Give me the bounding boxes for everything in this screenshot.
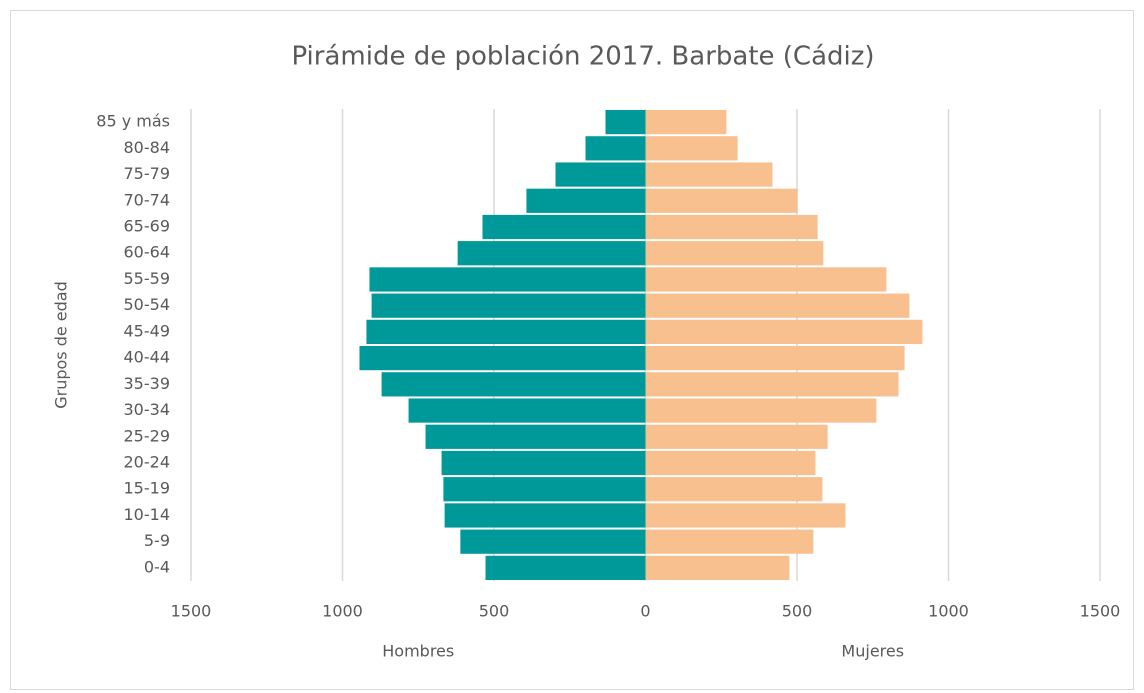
y-tick-label: 15-19 [124, 479, 171, 498]
bar [441, 450, 646, 476]
y-tick-label: 60-64 [124, 243, 171, 262]
y-tick-label: 75-79 [124, 164, 171, 183]
bar [645, 162, 773, 187]
x-tick-label: 1500 [1080, 602, 1121, 621]
bar [645, 188, 798, 213]
y-tick-label: 65-69 [124, 217, 171, 236]
bar [555, 162, 646, 187]
bar [443, 477, 646, 502]
bar [369, 267, 646, 292]
y-tick-label: 25-29 [124, 426, 171, 445]
y-tick-label: 10-14 [124, 505, 171, 524]
bar [645, 214, 818, 240]
bar [585, 136, 646, 161]
bar [645, 450, 816, 476]
bar [381, 372, 646, 397]
y-tick-label: 0-4 [144, 557, 170, 576]
bar [645, 319, 923, 344]
x-tick-label: 0 [640, 602, 650, 621]
y-tick-label: 85 y más [96, 112, 170, 131]
y-tick-label: 35-39 [124, 374, 171, 393]
bar [645, 136, 738, 161]
bar [485, 555, 646, 580]
y-tick-label: 40-44 [124, 348, 171, 367]
y-tick-label: 20-24 [124, 453, 171, 472]
x-tick-label: 1000 [322, 602, 363, 621]
y-tick-label: 5-9 [144, 531, 170, 550]
bar [526, 188, 646, 213]
bar [645, 555, 790, 580]
series-label: Mujeres [841, 642, 904, 661]
bar [425, 424, 646, 449]
y-tick-label: 80-84 [124, 138, 171, 157]
bar [444, 503, 646, 528]
chart-title: Pirámide de población 2017. Barbate (Cád… [291, 42, 874, 72]
bar [482, 214, 646, 240]
bar [645, 110, 727, 135]
bar [645, 346, 905, 371]
bar [460, 529, 646, 554]
y-tick-label: 70-74 [124, 190, 171, 209]
bar [645, 398, 877, 423]
bar [366, 319, 646, 344]
x-tick-label: 1500 [171, 602, 212, 621]
bar [645, 529, 814, 554]
bar [645, 424, 828, 449]
bar [645, 293, 910, 318]
y-axis-title: Grupos de edad [52, 281, 71, 409]
y-tick-label: 30-34 [124, 400, 171, 419]
bar [408, 398, 646, 423]
bar [645, 503, 846, 528]
bar [645, 477, 823, 502]
bar [371, 293, 646, 318]
bar [645, 267, 887, 292]
bar [605, 110, 646, 135]
x-tick-label: 500 [479, 602, 510, 621]
bar [457, 241, 646, 266]
x-tick-label: 500 [782, 602, 813, 621]
x-tick-label: 1000 [928, 602, 969, 621]
bar [359, 346, 646, 371]
series-label: Hombres [382, 642, 454, 661]
y-tick-label: 45-49 [124, 321, 171, 340]
bar [645, 372, 899, 397]
y-tick-label: 50-54 [124, 295, 171, 314]
y-tick-label: 55-59 [124, 269, 171, 288]
bar [645, 241, 824, 266]
